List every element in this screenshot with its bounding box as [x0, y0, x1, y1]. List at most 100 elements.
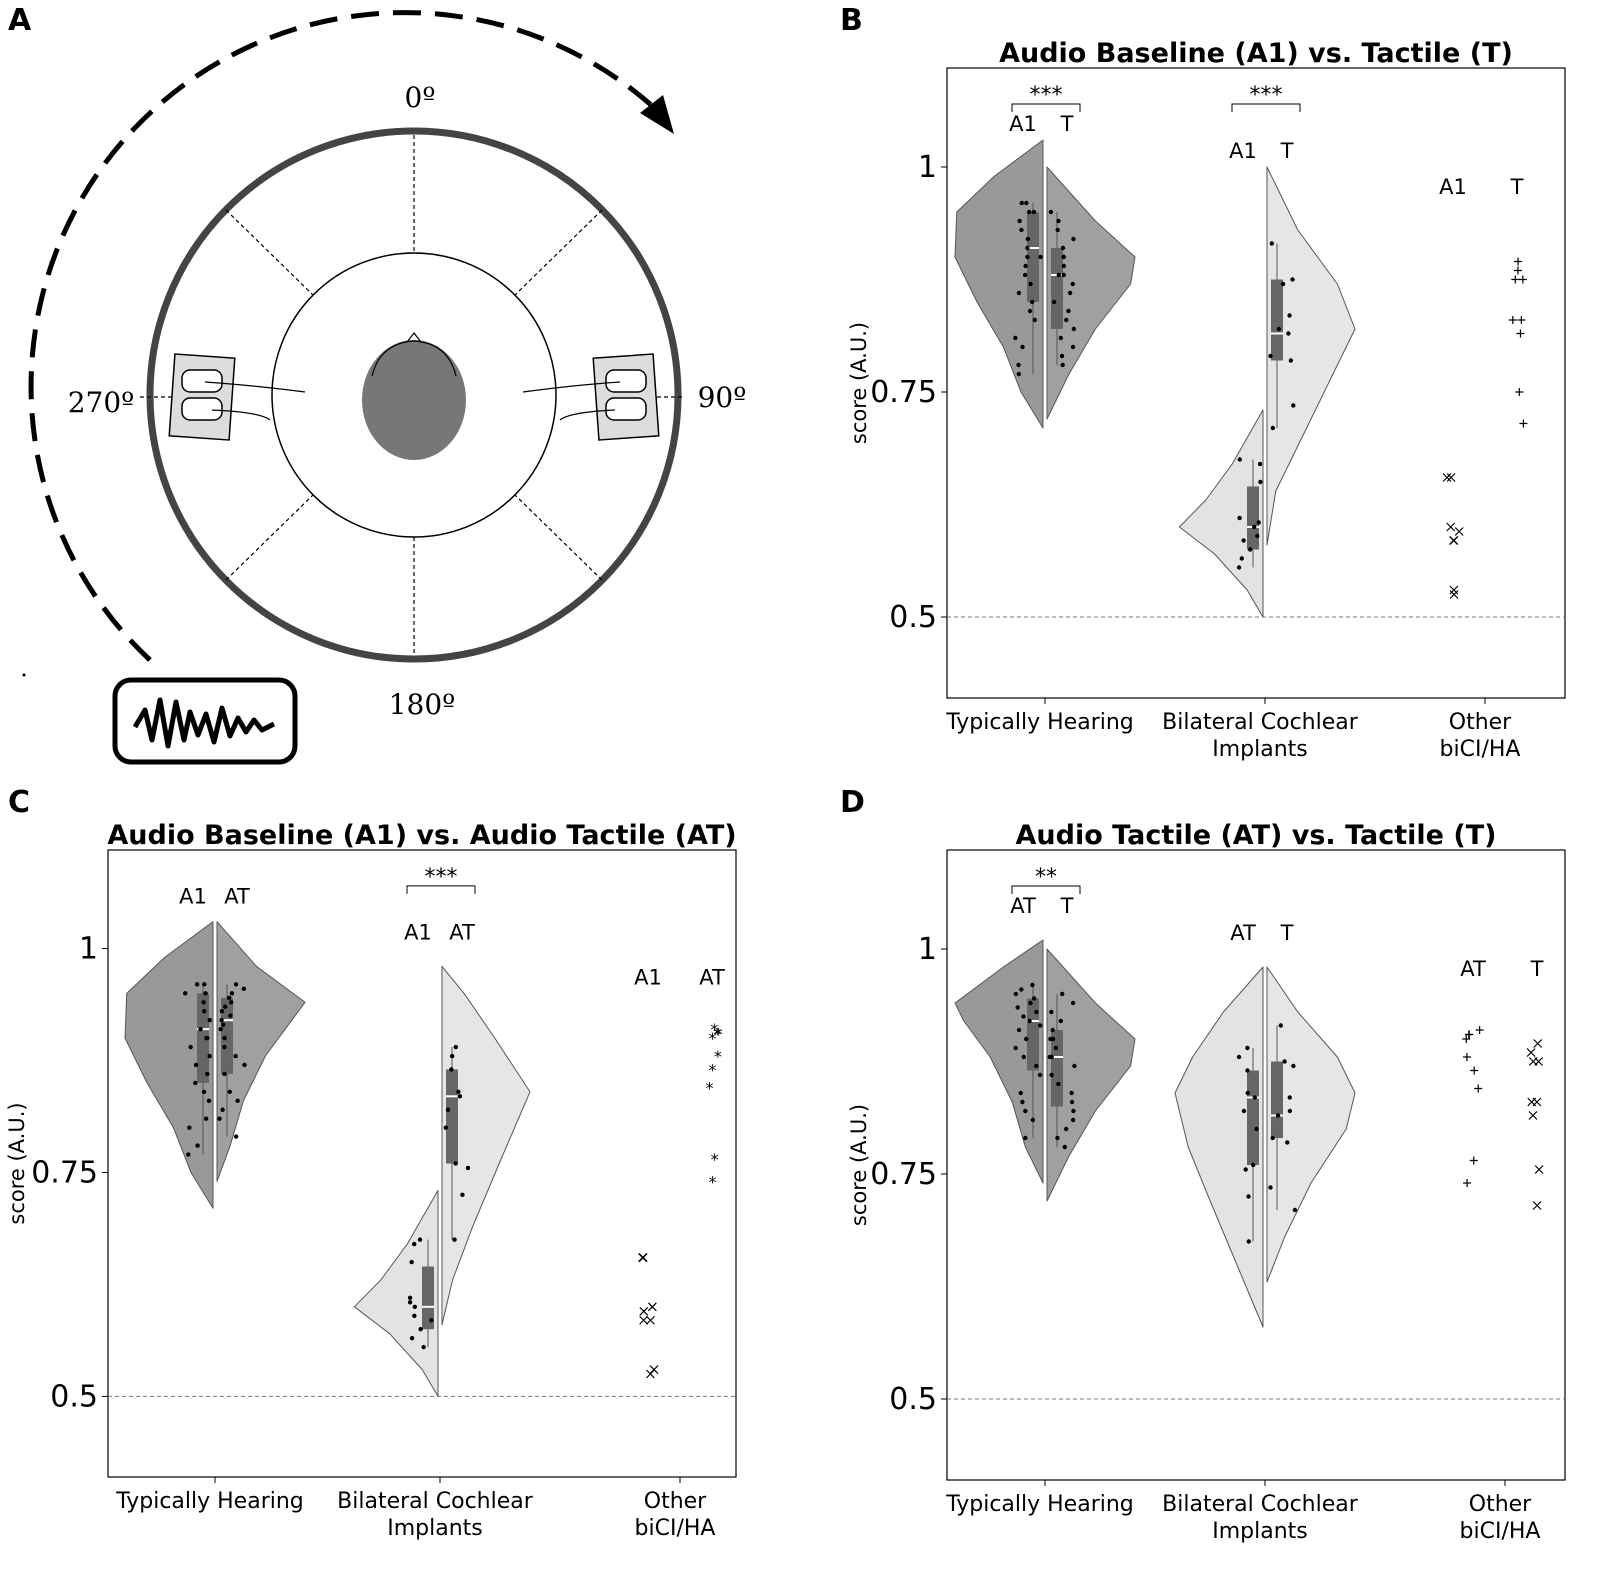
x-category-label: Other	[644, 1489, 707, 1514]
data-point	[1276, 326, 1282, 332]
x-category-label: biCI/HA	[1440, 737, 1521, 762]
data-point	[1258, 479, 1263, 485]
data-point	[233, 1053, 238, 1059]
data-point	[1474, 1084, 1483, 1093]
data-point	[638, 1253, 647, 1262]
data-point	[645, 1369, 655, 1379]
data-point	[1055, 227, 1060, 233]
angle-270-label: 270º	[68, 386, 135, 419]
data-point	[222, 1071, 227, 1077]
data-point	[639, 1315, 649, 1325]
data-point	[1037, 1072, 1043, 1078]
data-point	[1038, 254, 1043, 260]
data-point	[1047, 1054, 1052, 1060]
data-point	[1245, 1068, 1250, 1073]
data-point	[443, 1125, 448, 1130]
condition-label: A1	[1439, 175, 1467, 199]
data-point	[1025, 254, 1030, 260]
significance-bracket	[1231, 103, 1301, 112]
data-point	[1454, 527, 1464, 536]
panel-letter: B	[840, 3, 863, 38]
x-category-label: biCI/HA	[635, 1516, 716, 1541]
data-point: *	[709, 1172, 717, 1191]
x-category-label: Implants	[1212, 1519, 1308, 1544]
data-point	[1287, 1095, 1292, 1100]
data-point	[1031, 209, 1037, 215]
angle-0-label: 0º	[405, 81, 436, 114]
box-iqr	[197, 993, 209, 1083]
data-point	[1062, 1144, 1067, 1150]
box-iqr	[1247, 486, 1259, 550]
condition-label: A1	[1009, 112, 1037, 136]
data-point	[217, 1116, 222, 1121]
data-point	[222, 1044, 227, 1050]
data-point	[1446, 473, 1456, 482]
data-point	[1287, 1108, 1293, 1114]
box-iqr	[1247, 1070, 1259, 1165]
data-point	[1061, 272, 1066, 278]
data-point	[1245, 1090, 1250, 1096]
data-point	[1016, 1027, 1022, 1033]
data-point	[235, 1098, 240, 1104]
data-point	[1442, 473, 1452, 482]
data-point	[1516, 329, 1525, 338]
outer-ring	[146, 127, 682, 663]
data-point	[227, 1089, 232, 1095]
data-point	[1071, 326, 1077, 332]
condition-label: AT	[1010, 894, 1036, 918]
data-point	[1023, 263, 1028, 269]
condition-label: AT	[1460, 957, 1486, 981]
data-point	[1031, 996, 1037, 1001]
data-point	[1013, 991, 1019, 997]
data-point	[1270, 425, 1276, 431]
data-point	[1449, 585, 1459, 595]
rotation-arrowhead-icon	[640, 95, 674, 134]
data-point: *	[710, 1020, 718, 1039]
condition-label: A1	[634, 965, 662, 989]
data-point	[1016, 371, 1022, 377]
data-point	[1013, 335, 1018, 341]
data-point	[1030, 982, 1035, 988]
data-point	[206, 1098, 212, 1104]
data-point	[194, 982, 200, 987]
box-iqr	[1271, 279, 1283, 361]
x-category-label: Typically Hearing	[945, 710, 1134, 735]
spokes	[140, 135, 682, 656]
box-iqr	[1051, 1030, 1063, 1107]
data-point	[1071, 236, 1076, 242]
data-point	[1246, 1239, 1251, 1244]
data-point: *	[715, 1025, 723, 1044]
data-point	[1288, 358, 1294, 363]
violin-half	[216, 921, 306, 1182]
data-point	[1034, 1063, 1039, 1069]
data-point	[1286, 331, 1291, 336]
data-point	[1449, 536, 1459, 545]
data-point	[1056, 218, 1061, 224]
box-iqr	[1051, 248, 1063, 329]
panel-letter: D	[840, 785, 865, 820]
data-point	[1268, 353, 1273, 359]
data-point	[1023, 1135, 1028, 1141]
chart-title: Audio Tactile (AT) vs. Tactile (T)	[1016, 820, 1497, 851]
data-point	[1032, 317, 1038, 323]
data-point	[205, 1071, 210, 1077]
data-point	[1069, 1090, 1074, 1096]
x-category-label: Bilateral Cochlear	[1162, 710, 1359, 735]
data-point	[1239, 556, 1244, 561]
significance-label: ***	[1030, 83, 1063, 108]
y-tick-label: 1	[79, 932, 98, 967]
condition-label: A1	[1229, 139, 1257, 163]
plot-frame	[946, 67, 1566, 699]
data-point	[1013, 1045, 1018, 1051]
x-category-label: Implants	[387, 1516, 483, 1541]
panel-a-letter: A	[8, 3, 32, 38]
angle-90-label: 90º	[698, 381, 747, 414]
data-point	[1285, 1140, 1290, 1145]
data-point	[183, 991, 188, 996]
condition-label: AT	[1230, 921, 1256, 945]
data-point	[1027, 1018, 1032, 1024]
data-point	[1241, 1108, 1247, 1114]
panel-letter: C	[8, 785, 30, 820]
data-point	[412, 1313, 417, 1318]
data-point	[1463, 1179, 1472, 1187]
